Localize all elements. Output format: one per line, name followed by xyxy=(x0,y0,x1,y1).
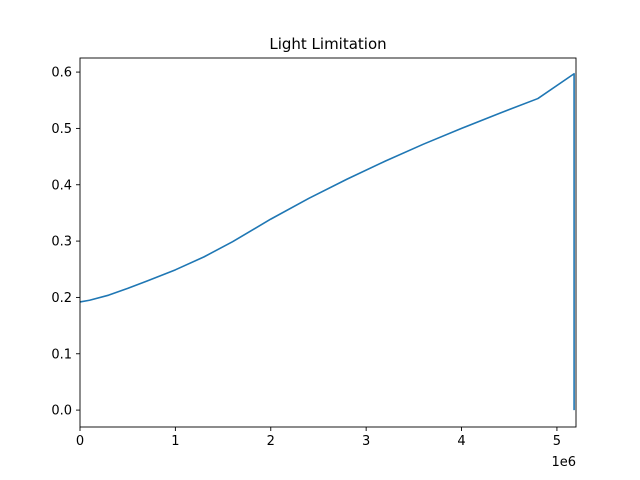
y-tick-label: 0.4 xyxy=(51,178,72,193)
x-axis-offset-label: 1e6 xyxy=(551,455,576,470)
x-tick-label: 2 xyxy=(267,434,275,449)
x-tick-label: 5 xyxy=(553,434,561,449)
y-tick-label: 0.1 xyxy=(51,347,72,362)
y-tick-label: 0.6 xyxy=(51,66,72,81)
y-tick-label: 0.2 xyxy=(51,291,72,306)
plot-area xyxy=(79,57,577,428)
x-axis: 0 1 2 3 4 5 xyxy=(76,427,561,449)
plot-frame xyxy=(79,57,577,428)
x-tick-label: 1 xyxy=(171,434,179,449)
y-tick-label: 0.3 xyxy=(51,235,72,250)
chart-title: Light Limitation xyxy=(269,35,386,53)
y-tick-label: 0.0 xyxy=(51,404,72,419)
x-tick-label: 0 xyxy=(76,434,84,449)
y-axis: 0.0 0.1 0.2 0.3 0.4 0.5 0.6 xyxy=(51,66,80,419)
x-tick-label: 3 xyxy=(362,434,370,449)
x-tick-label: 4 xyxy=(457,434,465,449)
y-tick-label: 0.5 xyxy=(51,122,72,137)
series-line-1 xyxy=(79,72,575,411)
